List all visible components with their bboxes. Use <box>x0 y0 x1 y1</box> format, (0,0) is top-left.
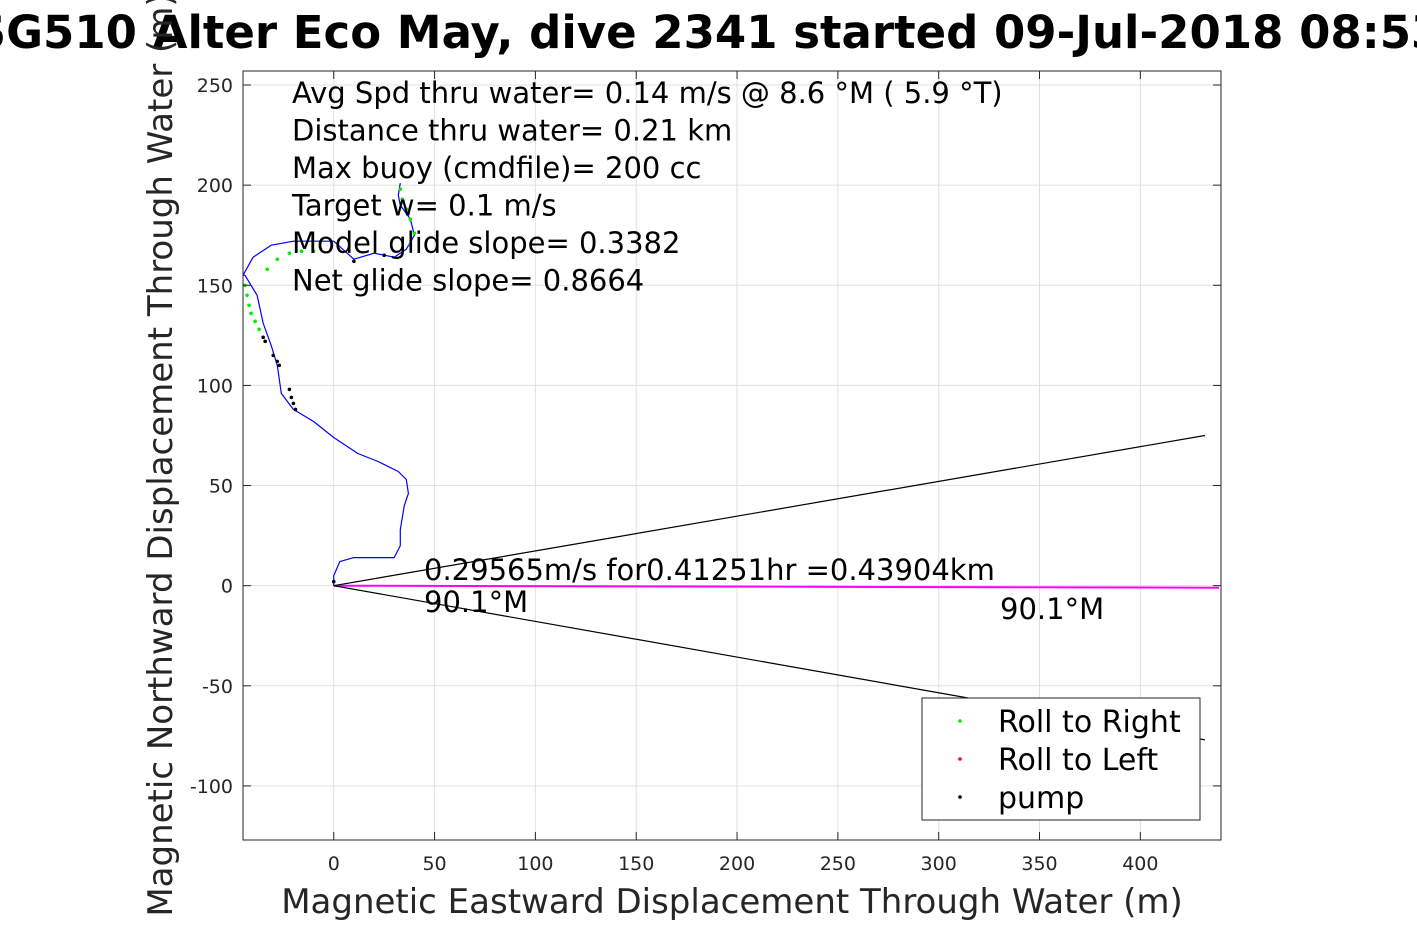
roll-right-point <box>257 327 261 332</box>
legend-label: Roll to Right <box>998 705 1181 740</box>
legend-label: pump <box>998 781 1084 816</box>
annotation-line: Distance thru water= 0.21 km <box>292 114 732 148</box>
roll-right-point <box>245 293 249 298</box>
annotation-line: Avg Spd thru water= 0.14 m/s @ 8.6 °M ( … <box>292 76 1003 110</box>
pump-point <box>291 401 296 406</box>
pump-point <box>263 339 267 344</box>
legend-marker <box>958 719 962 723</box>
x-tick-label: 350 <box>1021 853 1057 875</box>
annotations: Avg Spd thru water= 0.14 m/s @ 8.6 °M ( … <box>291 76 1003 298</box>
y-tick-label: -50 <box>202 676 233 698</box>
x-tick-label: 300 <box>921 853 957 875</box>
legend-box <box>921 697 1201 821</box>
pump-point <box>277 363 282 368</box>
legend-label: Roll to Left <box>998 743 1158 778</box>
y-tick-label: 50 <box>209 476 233 498</box>
pump-point <box>275 359 280 364</box>
roll-right-point <box>311 249 316 254</box>
x-tick-label: 250 <box>820 853 856 875</box>
heading-cone-line <box>333 434 1206 587</box>
pump-point <box>331 579 336 584</box>
roll-right-point <box>253 319 257 324</box>
pump-point <box>352 259 356 264</box>
annotation-line: Net glide slope= 0.8664 <box>292 264 644 298</box>
roll-right-point <box>287 251 292 256</box>
roll-right-point <box>249 311 253 316</box>
markers-layer <box>243 187 417 584</box>
x-tick-label: 50 <box>422 853 446 875</box>
glider-track-line <box>242 183 415 586</box>
x-tick-label: 100 <box>517 853 553 875</box>
roll-right-point <box>412 231 417 236</box>
roll-right-point <box>400 197 405 201</box>
roll-right-point <box>275 257 280 262</box>
roll-right-point <box>408 243 413 248</box>
pump-point <box>293 407 298 412</box>
plot-frame <box>242 70 1222 841</box>
pump-point <box>287 387 292 392</box>
roll-right-point <box>247 303 251 308</box>
y-tick-label: 250 <box>197 75 233 97</box>
pump-point <box>261 335 265 340</box>
current-heading-label-end: 90.1°M <box>1000 592 1104 626</box>
y-tick-label: 0 <box>221 576 233 598</box>
roll-right-point <box>265 267 269 272</box>
annotation-line: Max buoy (cmdfile)= 200 cc <box>292 151 701 185</box>
roll-right-point <box>404 207 409 211</box>
pump-point <box>289 395 294 400</box>
y-tick-label: 150 <box>197 275 233 297</box>
y-tick-label: -100 <box>190 776 233 798</box>
roll-right-point <box>398 187 403 191</box>
annotation-line: Model glide slope= 0.3382 <box>292 226 680 260</box>
roll-right-point <box>408 217 413 221</box>
x-tick-label: 400 <box>1122 853 1158 875</box>
legend-marker <box>958 757 962 761</box>
current-vector-line <box>333 584 1220 589</box>
chart-title: SG510 Alter Eco May, dive 2341 started 0… <box>0 6 1417 59</box>
ticks: 0 50 100 150 200 250 300 350 400 -100 -50 0 50 100 150… <box>190 71 1221 875</box>
y-tick-label: 200 <box>197 175 233 197</box>
y-tick-label: 100 <box>197 375 233 397</box>
x-tick-label: 200 <box>719 853 755 875</box>
current-heading-label: 90.1°M <box>424 585 528 619</box>
pump-point <box>271 353 276 358</box>
x-tick-label: 150 <box>618 853 654 875</box>
x-axis-label: Magnetic Eastward Displacement Through W… <box>281 882 1183 922</box>
legend-marker <box>958 795 962 799</box>
y-axis-label: Magnetic Northward Displacement Through … <box>141 0 181 917</box>
pump-point <box>382 253 386 258</box>
x-tick-label: 0 <box>328 853 340 875</box>
annotation-line: Target w= 0.1 m/s <box>291 189 557 223</box>
roll-right-point <box>299 249 304 254</box>
current-speed-label: 0.29565m/s for0.41251hr =0.43904km <box>424 553 995 587</box>
